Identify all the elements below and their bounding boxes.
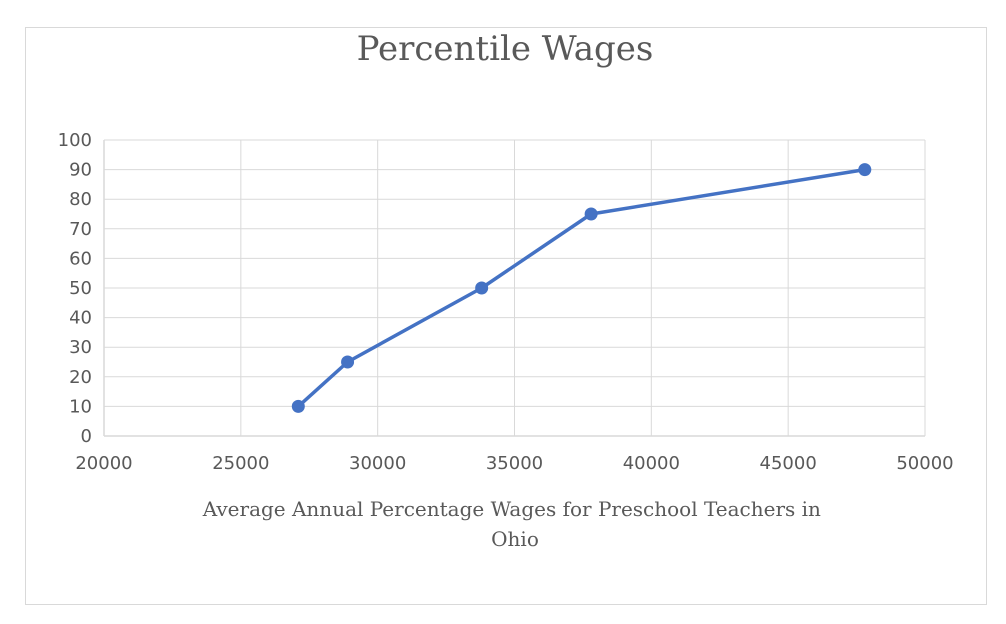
y-tick-label: 100	[58, 130, 92, 151]
y-tick-label: 20	[69, 367, 92, 388]
x-tick-label: 35000	[486, 453, 543, 474]
series	[291, 163, 872, 413]
x-axis-label-line-1: Average Annual Percentage Wages for Pres…	[202, 497, 821, 521]
y-tick-label: 70	[69, 219, 92, 240]
data-point	[291, 399, 305, 413]
grid	[103, 139, 926, 437]
x-tick-label: 50000	[896, 453, 953, 474]
data-point	[341, 355, 355, 369]
data-point	[858, 163, 872, 177]
y-tick-label: 10	[69, 396, 92, 417]
y-tick-label: 30	[69, 337, 92, 358]
x-axis-label: Average Annual Percentage Wages for Pres…	[202, 497, 828, 551]
data-point	[584, 207, 598, 221]
y-tick-label: 80	[69, 189, 92, 210]
chart-frame	[25, 27, 987, 605]
y-tick-label: 40	[69, 308, 92, 329]
y-axis-ticks: 0 10 20 30 40 50 60 70 80 90 100	[58, 130, 92, 447]
x-tick-label: 45000	[760, 453, 817, 474]
data-point	[475, 281, 489, 295]
x-tick-label: 20000	[75, 453, 132, 474]
y-tick-label: 60	[69, 248, 92, 269]
x-tick-label: 40000	[623, 453, 680, 474]
x-tick-label: 30000	[349, 453, 406, 474]
chart-title: Percentile Wages	[357, 29, 654, 69]
y-tick-label: 0	[81, 426, 92, 447]
x-axis-ticks: 20000 25000 30000 35000 40000 45000 50000	[75, 453, 953, 474]
x-axis-label-line-2: Ohio	[491, 527, 539, 551]
y-tick-label: 50	[69, 278, 92, 299]
x-tick-label: 25000	[212, 453, 269, 474]
y-tick-label: 90	[69, 160, 92, 181]
